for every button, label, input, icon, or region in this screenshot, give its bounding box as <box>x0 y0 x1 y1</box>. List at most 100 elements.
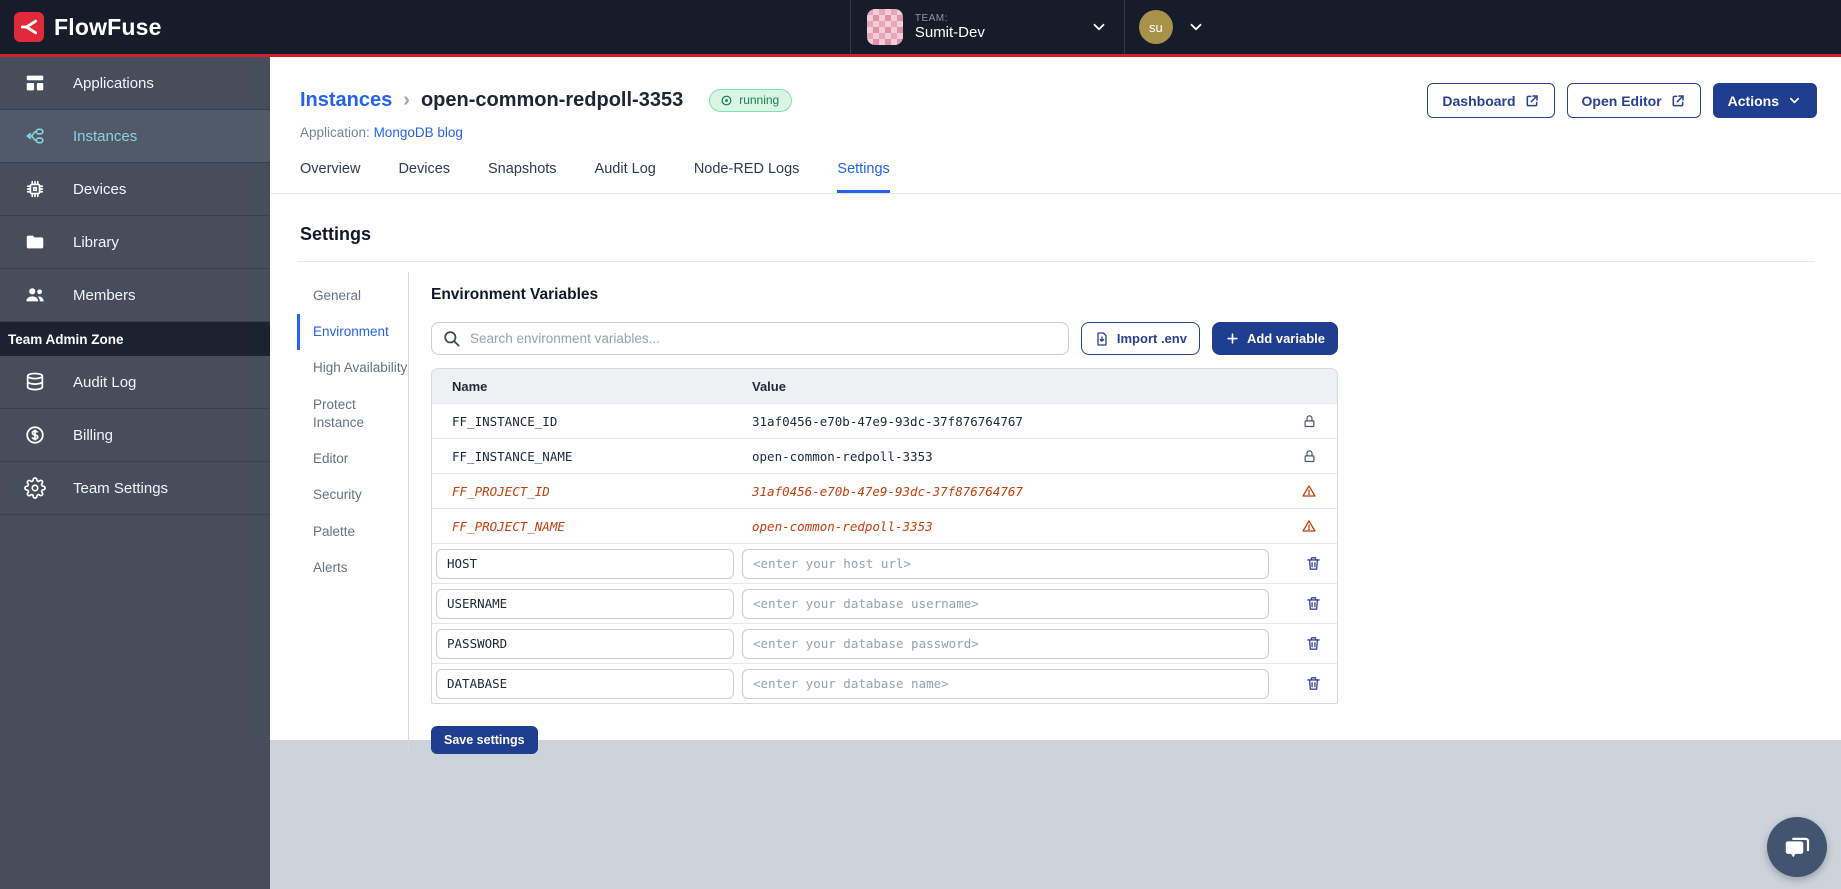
trash-icon <box>1306 637 1320 650</box>
column-header-value: Value <box>752 378 786 394</box>
user-menu[interactable]: su <box>1123 0 1841 54</box>
gear-icon <box>24 477 46 499</box>
sidebar-item-label: Members <box>73 286 136 304</box>
accent-red-divider <box>0 54 1841 57</box>
database-icon <box>26 372 44 391</box>
env-var-value: open-common-redpoll-3353 <box>752 518 933 534</box>
dashboard-button-label: Dashboard <box>1442 92 1516 109</box>
table-header: Name Value <box>432 369 1337 403</box>
save-settings-button[interactable]: Save settings <box>431 726 538 754</box>
sidebar-item-members[interactable]: Members <box>0 269 270 322</box>
dashboard-button[interactable]: Dashboard <box>1427 83 1555 118</box>
sidebar-item-label: Audit Log <box>73 373 137 391</box>
env-variables-table: Name Value FF_INSTANCE_ID 31af0456-e70b-… <box>431 368 1338 704</box>
env-var-value: 31af0456-e70b-47e9-93dc-37f876764767 <box>752 413 1023 429</box>
chevron-down-icon <box>1789 97 1800 104</box>
settings-divider <box>297 261 1815 262</box>
status-running-icon <box>721 95 732 105</box>
flowfuse-logo-icon[interactable] <box>14 12 44 42</box>
column-header-name: Name <box>452 378 488 394</box>
status-badge-label: running <box>739 93 780 107</box>
instance-name-title: open-common-redpoll-3353 <box>420 89 684 111</box>
folder-icon <box>26 235 44 249</box>
breadcrumb-instances-link[interactable]: Instances <box>300 89 393 111</box>
sidebar-item-label: Billing <box>73 426 114 444</box>
settings-nav-protect-instance[interactable]: Protect Instance <box>313 396 365 430</box>
settings-nav-high-availability[interactable]: High Availability <box>313 360 408 376</box>
team-admin-zone-header: Team Admin Zone <box>0 322 270 356</box>
settings-nav-environment[interactable]: Environment <box>297 314 408 351</box>
tab-node-red-logs[interactable]: Node-RED Logs <box>693 161 800 177</box>
delete-variable-button[interactable] <box>1289 587 1337 621</box>
settings-title: Settings <box>300 224 372 244</box>
settings-nav-security[interactable]: Security <box>313 487 362 503</box>
actions-button[interactable]: Actions <box>1712 83 1817 118</box>
team-selector[interactable]: TEAM: Sumit-Dev <box>849 0 1124 54</box>
chevron-down-icon <box>1093 23 1105 31</box>
users-icon <box>26 288 44 302</box>
tab-devices[interactable]: Devices <box>398 161 451 177</box>
sidebar-item-applications[interactable]: Applications <box>0 57 270 110</box>
env-var-name: FF_PROJECT_NAME <box>452 518 565 534</box>
table-row-editable <box>432 543 1337 583</box>
env-var-value-input[interactable] <box>742 628 1269 659</box>
env-var-name-input[interactable] <box>436 548 734 579</box>
env-var-value: open-common-redpoll-3353 <box>752 448 933 464</box>
sidebar: Applications Instances Devices Library M… <box>0 57 270 889</box>
add-variable-button[interactable]: Add variable <box>1211 322 1338 355</box>
env-var-value-input[interactable] <box>742 548 1269 579</box>
application-label: Application: <box>300 125 370 140</box>
settings-nav-palette[interactable]: Palette <box>313 523 356 539</box>
sidebar-item-label: Team Settings <box>73 479 169 497</box>
sidebar-item-instances[interactable]: Instances <box>0 110 270 163</box>
table-row-deprecated: FF_PROJECT_NAME open-common-redpoll-3353 <box>432 508 1337 543</box>
tab-settings[interactable]: Settings <box>837 161 890 193</box>
trash-icon <box>1306 557 1320 570</box>
tab-overview[interactable]: Overview <box>300 161 361 177</box>
table-row-editable <box>432 623 1337 663</box>
env-var-value: 31af0456-e70b-47e9-93dc-37f876764767 <box>752 483 1023 499</box>
chat-widget-button[interactable] <box>1767 817 1827 877</box>
warning-icon <box>1302 520 1316 532</box>
sidebar-item-billing[interactable]: Billing <box>0 409 270 462</box>
top-bar: FlowFuse TEAM: Sumit-Dev su <box>0 0 1841 54</box>
env-var-name-input[interactable] <box>436 668 734 699</box>
sidebar-item-library[interactable]: Library <box>0 216 270 269</box>
env-var-name: FF_INSTANCE_NAME <box>452 448 573 464</box>
tab-snapshots[interactable]: Snapshots <box>488 161 557 177</box>
delete-variable-button[interactable] <box>1289 547 1337 581</box>
delete-variable-button[interactable] <box>1289 627 1337 661</box>
trash-icon <box>1306 597 1320 610</box>
external-link-icon <box>1526 94 1538 106</box>
delete-variable-button[interactable] <box>1289 667 1337 701</box>
settings-nav: General Environment High Availability Pr… <box>297 272 408 754</box>
env-var-value-input[interactable] <box>742 668 1269 699</box>
env-var-value-input[interactable] <box>742 588 1269 619</box>
settings-nav-alerts[interactable]: Alerts <box>313 559 348 575</box>
env-var-name: FF_PROJECT_ID <box>452 483 550 499</box>
sidebar-item-audit-log[interactable]: Audit Log <box>0 356 270 409</box>
application-link[interactable]: MongoDB blog <box>373 125 463 140</box>
settings-nav-general[interactable]: General <box>313 288 362 303</box>
table-row-editable <box>432 663 1337 703</box>
plus-icon <box>1227 333 1238 344</box>
applications-icon <box>26 75 44 91</box>
sidebar-item-team-settings[interactable]: Team Settings <box>0 462 270 515</box>
settings-nav-editor[interactable]: Editor <box>313 451 349 467</box>
table-row-editable <box>432 583 1337 623</box>
env-var-name-input[interactable] <box>436 628 734 659</box>
sidebar-item-label: Applications <box>73 74 154 92</box>
tab-audit-log[interactable]: Audit Log <box>594 161 656 177</box>
sidebar-item-devices[interactable]: Devices <box>0 163 270 216</box>
status-badge: running <box>709 89 793 112</box>
lock-icon <box>1304 414 1314 427</box>
environment-variables-title: Environment Variables <box>431 286 599 303</box>
breadcrumb-separator: › <box>403 89 410 111</box>
table-row: FF_INSTANCE_ID 31af0456-e70b-47e9-93dc-3… <box>432 403 1337 438</box>
brand-title: FlowFuse <box>54 13 162 40</box>
team-label: TEAM: <box>914 12 948 24</box>
import-env-button[interactable]: Import .env <box>1080 322 1200 355</box>
search-input[interactable] <box>431 322 1069 355</box>
env-var-name-input[interactable] <box>436 588 734 619</box>
open-editor-button[interactable]: Open Editor <box>1566 83 1701 118</box>
